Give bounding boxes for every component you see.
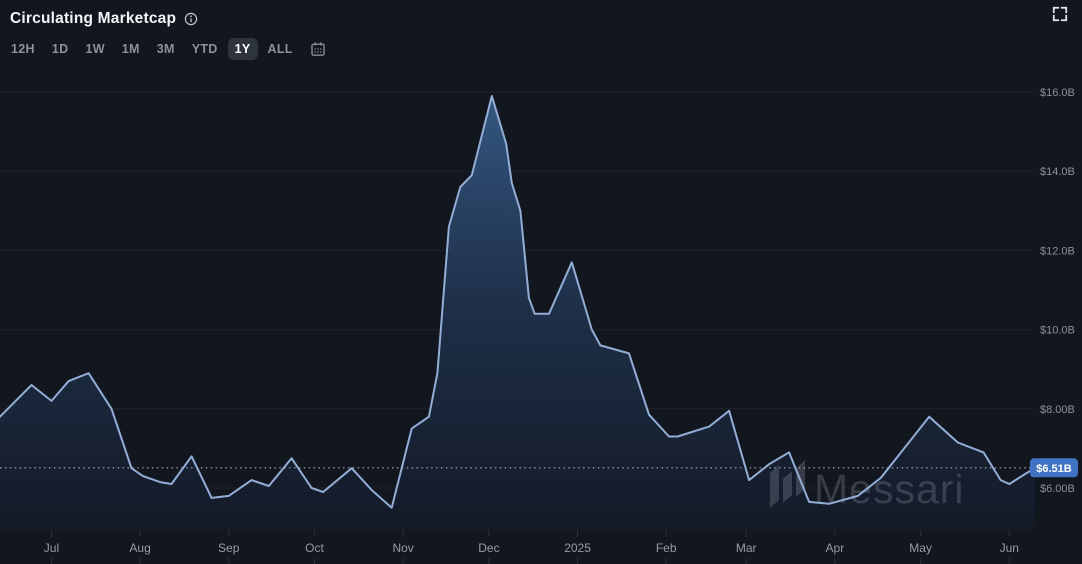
chart-plot-area[interactable] bbox=[0, 85, 1035, 530]
y-axis-tick-label: $8.00B bbox=[1040, 404, 1075, 416]
range-button-group: 12H 1D 1W 1M 3M YTD 1Y ALL bbox=[4, 38, 300, 60]
x-axis-tick-label: Feb bbox=[656, 541, 677, 555]
range-button-1m[interactable]: 1M bbox=[115, 38, 147, 60]
chart-area-fill bbox=[0, 96, 1035, 530]
chart-header: Circulating Marketcap bbox=[0, 0, 1082, 32]
calendar-icon bbox=[311, 42, 325, 56]
x-axis-tick-label: Dec bbox=[478, 541, 499, 555]
range-button-all[interactable]: ALL bbox=[261, 38, 300, 60]
range-button-1w[interactable]: 1W bbox=[78, 38, 111, 60]
messari-watermark-text: Messari bbox=[814, 466, 965, 512]
x-axis-tick-label: Aug bbox=[129, 541, 150, 555]
y-axis-tick-label: $12.0B bbox=[1040, 245, 1075, 257]
range-button-1y[interactable]: 1Y bbox=[227, 38, 258, 60]
info-icon[interactable] bbox=[184, 12, 198, 26]
chart-line bbox=[0, 95, 1036, 509]
messari-logo-icon bbox=[783, 471, 792, 503]
info-circle-icon bbox=[184, 12, 198, 26]
x-axis-tick-label: Sep bbox=[218, 541, 240, 555]
x-axis-tick-label: Apr bbox=[826, 541, 845, 555]
y-axis-tick-label: $6.00B bbox=[1040, 483, 1075, 495]
y-axis-tick-label: $16.0B bbox=[1040, 87, 1075, 99]
range-button-3m[interactable]: 3M bbox=[150, 38, 182, 60]
fullscreen-button[interactable] bbox=[1052, 6, 1068, 22]
y-axis-tick-label: $14.0B bbox=[1040, 166, 1075, 178]
chart-title: Circulating Marketcap bbox=[10, 10, 177, 27]
x-axis-tick-label: Jul bbox=[44, 541, 59, 555]
x-axis-tick-label: 2025 bbox=[564, 541, 591, 555]
calendar-button[interactable] bbox=[305, 38, 331, 60]
time-range-toolbar: 12H 1D 1W 1M 3M YTD 1Y ALL bbox=[4, 36, 331, 62]
range-button-ytd[interactable]: YTD bbox=[185, 38, 225, 60]
messari-logo-icon bbox=[770, 465, 779, 508]
x-axis-tick-label: Oct bbox=[305, 541, 324, 555]
current-value-label: $6.51B bbox=[1036, 463, 1072, 475]
messari-watermark: Messari bbox=[770, 460, 965, 512]
range-button-1d[interactable]: 1D bbox=[45, 38, 76, 60]
x-axis-tick-label: May bbox=[909, 541, 932, 555]
y-axis-tick-label: $10.0B bbox=[1040, 325, 1075, 337]
x-axis-tick-label: Jun bbox=[1000, 541, 1019, 555]
fullscreen-corners-icon bbox=[1052, 6, 1068, 22]
x-axis-tick-label: Mar bbox=[736, 541, 757, 555]
x-axis-tick-label: Nov bbox=[392, 541, 413, 555]
range-button-12h[interactable]: 12H bbox=[4, 38, 42, 60]
current-value-badge: $6.51B bbox=[1030, 458, 1078, 478]
